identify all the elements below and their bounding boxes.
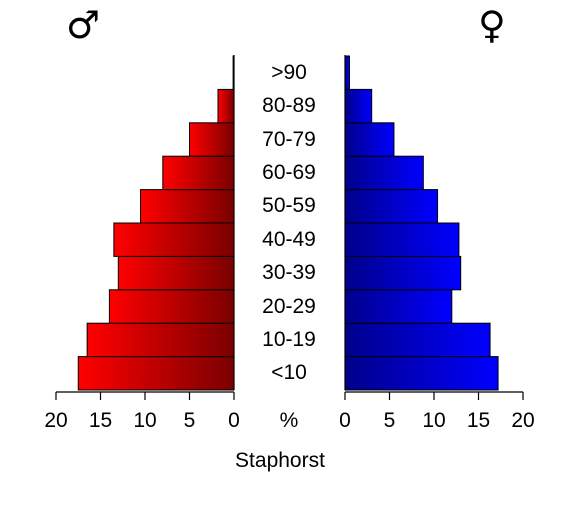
male-tick-label: 10 bbox=[133, 409, 157, 432]
female-bar-8 bbox=[344, 88, 373, 124]
female-bar-5 bbox=[344, 189, 439, 224]
male-bar-1 bbox=[86, 322, 235, 358]
male-tick-label: 5 bbox=[183, 409, 196, 432]
male-tick-label: 15 bbox=[88, 409, 113, 432]
female-bars bbox=[344, 55, 499, 391]
age-group-label: 40-49 bbox=[262, 227, 316, 251]
age-group-label: 20-29 bbox=[262, 294, 316, 318]
female-bar-1 bbox=[344, 322, 491, 358]
male-bar-5 bbox=[140, 189, 235, 224]
male-tick-label: 0 bbox=[228, 409, 240, 432]
age-group-label: <10 bbox=[271, 361, 307, 385]
male-bars bbox=[77, 55, 235, 391]
female-bar-3 bbox=[344, 255, 462, 291]
female-symbol-icon: ♀ bbox=[478, 3, 506, 47]
female-tick-label: 0 bbox=[339, 409, 351, 432]
male-symbol-icon: ♂ bbox=[66, 3, 101, 47]
female-tick-label: 5 bbox=[383, 409, 396, 432]
male-bar-8 bbox=[217, 88, 235, 124]
female-bar-6 bbox=[344, 155, 424, 191]
female-tick-label: 10 bbox=[422, 409, 446, 432]
male-bar-3 bbox=[117, 255, 235, 291]
female-bar-2 bbox=[344, 289, 453, 324]
female-tick-label: 15 bbox=[466, 409, 491, 432]
x-axis-unit-label: % bbox=[279, 409, 299, 432]
male-bar-0 bbox=[77, 356, 235, 391]
male-bar-7 bbox=[189, 122, 235, 157]
age-group-label: 10-19 bbox=[262, 327, 316, 351]
female-bar-7 bbox=[344, 122, 395, 157]
age-group-label: 50-59 bbox=[262, 194, 316, 218]
male-bar-2 bbox=[108, 289, 235, 324]
chart-title: Staphorst bbox=[235, 449, 325, 472]
age-group-label: 70-79 bbox=[262, 127, 316, 151]
female-tick-label: 20 bbox=[511, 409, 535, 432]
female-bar-9 bbox=[344, 55, 350, 90]
axes bbox=[55, 55, 524, 400]
age-group-label: 30-39 bbox=[262, 261, 316, 285]
male-bar-6 bbox=[162, 155, 235, 191]
male-bar-4 bbox=[113, 222, 235, 257]
age-group-label: 80-89 bbox=[262, 94, 316, 118]
age-group-label: 60-69 bbox=[262, 160, 316, 184]
male-tick-label: 20 bbox=[44, 409, 68, 432]
female-bar-0 bbox=[344, 356, 499, 391]
female-bar-4 bbox=[344, 222, 460, 257]
age-group-label: >90 bbox=[271, 60, 307, 84]
